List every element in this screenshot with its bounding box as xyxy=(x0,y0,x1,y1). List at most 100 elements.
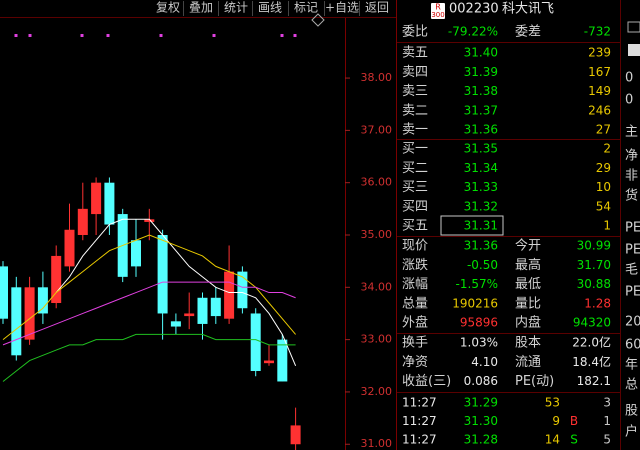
quote-label: 涨幅 xyxy=(402,277,428,292)
book-label: 卖三 xyxy=(402,84,428,99)
candle-body xyxy=(24,287,35,340)
quote-label: 最高 xyxy=(515,257,541,273)
quote-value: 22.0亿 xyxy=(572,335,611,350)
trade-flag: B xyxy=(570,414,578,428)
side-panel-text: PE xyxy=(625,243,640,258)
trade-time: 11:27 xyxy=(402,414,437,428)
candle-body xyxy=(250,313,261,372)
candle-body xyxy=(91,182,102,215)
side-icon xyxy=(628,44,640,56)
candle-body xyxy=(104,182,115,225)
toolbar-button[interactable]: 返回 xyxy=(365,1,389,15)
book-volume: 10 xyxy=(596,180,611,194)
book-price: 31.35 xyxy=(464,142,498,156)
quote-label: 外盘 xyxy=(402,315,428,331)
side-panel-text: 货 xyxy=(625,188,638,204)
side-panel-text: PE xyxy=(625,285,640,300)
market-badge xyxy=(431,3,445,19)
book-price: 31.36 xyxy=(464,123,498,137)
quote-value: 190216 xyxy=(452,296,498,310)
candle-body xyxy=(184,313,195,317)
candle-body xyxy=(144,219,155,222)
toolbar-button[interactable]: 画线 xyxy=(258,1,282,15)
y-tick-label: 36.00 xyxy=(361,176,393,189)
candle-body xyxy=(157,235,168,314)
side-panel-text: 净 xyxy=(625,149,638,164)
trade-count: 3 xyxy=(603,396,611,410)
toolbar-button[interactable]: 复权 xyxy=(156,1,180,15)
book-price: 31.32 xyxy=(464,199,498,213)
book-volume: 149 xyxy=(588,84,611,98)
book-price: 31.40 xyxy=(464,46,498,60)
candle-body xyxy=(170,321,181,327)
book-volume: 2 xyxy=(603,142,611,156)
quote-label: 现价 xyxy=(402,239,428,254)
y-tick-label: 38.00 xyxy=(361,71,393,84)
panel-separators xyxy=(397,42,620,393)
book-price: 31.39 xyxy=(464,65,498,79)
trade-price: 31.30 xyxy=(464,414,498,428)
side-panel-text: 毛 xyxy=(625,263,638,278)
trade-count: 1 xyxy=(603,414,611,428)
quote-label: 净资 xyxy=(402,355,428,370)
y-tick-label: 31.00 xyxy=(361,437,393,450)
quote-value: 18.4亿 xyxy=(572,354,611,369)
toolbar-button[interactable]: 标记 xyxy=(294,1,318,15)
selected-bid-box xyxy=(440,215,504,236)
book-price: 31.33 xyxy=(464,180,498,194)
chart-menu-icon[interactable] xyxy=(311,13,325,27)
side-panel-text: 非 xyxy=(625,169,638,184)
book-label: 买二 xyxy=(402,161,428,176)
book-volume: 167 xyxy=(588,65,611,79)
side-panel-text: 0 xyxy=(625,71,633,86)
book-price: 31.37 xyxy=(464,103,498,117)
side-panel-text: 户 xyxy=(625,424,638,440)
side-panel-text: 60 xyxy=(625,338,640,353)
book-price: 31.38 xyxy=(464,84,498,98)
candle-body xyxy=(77,208,88,235)
quote-label: 量比 xyxy=(515,296,541,311)
quote-label: 总量 xyxy=(402,296,428,311)
book-label: 买一 xyxy=(402,142,428,157)
trade-time: 11:27 xyxy=(402,433,437,447)
quote-value: 1.03% xyxy=(460,336,498,350)
toolbar-button[interactable]: 叠加 xyxy=(189,1,213,15)
book-label: 买四 xyxy=(402,199,428,214)
candle-body xyxy=(197,297,208,324)
signal-dot xyxy=(280,34,284,37)
candle-body xyxy=(131,240,141,267)
side-panel-text: 年 xyxy=(625,358,638,373)
kline-chart xyxy=(0,177,301,450)
candle-body xyxy=(290,425,301,445)
trade-volume: 14 xyxy=(545,433,560,447)
candle-body xyxy=(0,266,8,319)
quote-value: 30.88 xyxy=(577,277,611,291)
signal-dot xyxy=(28,34,32,37)
candle-body xyxy=(11,287,22,356)
moving-average xyxy=(2,281,296,346)
book-label: 买五 xyxy=(402,219,428,234)
y-tick-label: 33.00 xyxy=(361,333,393,346)
side-panel-text: 总 xyxy=(625,378,638,393)
quote-value: 4.10 xyxy=(471,355,498,369)
book-volume: 29 xyxy=(596,161,611,175)
side-panel-text: PE xyxy=(625,221,640,236)
candle-body xyxy=(237,271,248,309)
candle-body xyxy=(277,339,288,382)
quote-value: 0.086 xyxy=(464,374,498,388)
y-tick-label: 34.00 xyxy=(361,280,393,293)
trade-count: 5 xyxy=(603,433,611,447)
book-volume: 27 xyxy=(596,123,611,137)
toolbar-button[interactable]: 统计 xyxy=(224,1,248,15)
candle-body xyxy=(264,360,274,364)
quote-label: 内盘 xyxy=(515,315,541,331)
book-label: 卖四 xyxy=(402,65,428,80)
trade-volume: 53 xyxy=(545,396,560,410)
quote-label: 涨跌 xyxy=(402,257,428,273)
side-panel-text: 0 xyxy=(625,93,633,108)
book-label: 卖一 xyxy=(402,123,428,138)
signal-dot xyxy=(159,34,163,37)
toolbar-button[interactable]: +自选 xyxy=(325,1,359,15)
